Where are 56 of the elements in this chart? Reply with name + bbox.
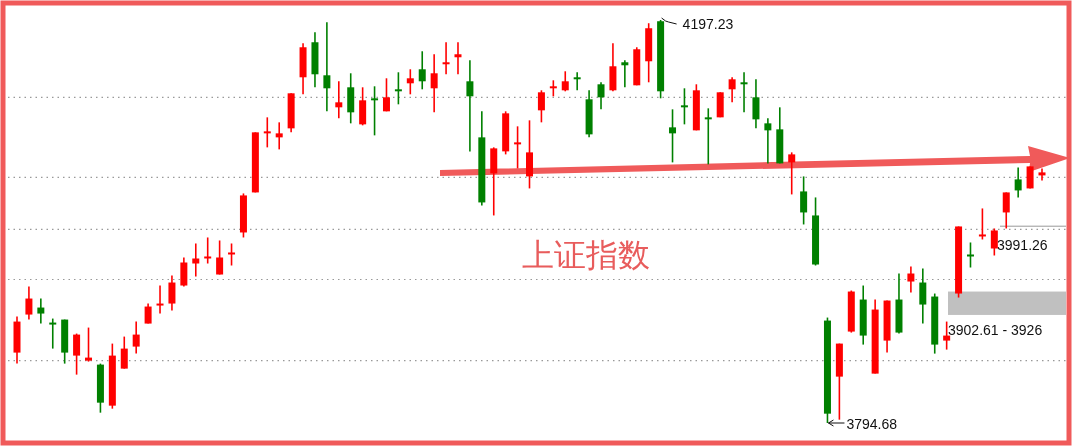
candlestick [466,59,474,153]
candlestick [263,116,271,149]
annotation: 3794.68 [846,416,898,432]
candlestick [788,151,796,196]
candlestick [204,236,212,265]
candlestick [621,59,629,89]
candlestick [144,302,152,325]
candlestick [728,76,736,104]
candlestick [406,68,414,96]
candlestick [216,239,224,276]
candlestick [85,326,93,363]
candlestick [1014,166,1022,199]
candlestick [49,317,57,350]
band-label: 3902.61 - 3926 [948,321,1043,338]
candlestick [1038,167,1046,182]
candlestick [120,335,128,370]
candlestick [704,107,712,166]
candlestick [228,242,236,267]
candlestick [990,227,998,257]
candlestick [323,21,331,113]
candlestick [430,53,438,114]
candlestick [800,175,808,226]
candlestick [371,85,379,137]
candlestick [275,121,283,151]
candlestick [669,108,677,164]
candlestick [73,332,81,376]
candlestick [907,265,915,294]
candlestick [442,41,450,76]
candlestick [180,256,188,288]
candlestick [1002,191,1010,230]
candlestick [192,242,200,278]
candlestick [514,125,522,170]
candlestick [454,41,462,76]
candlestick [978,207,986,241]
candlestick [132,320,140,355]
candlestick [764,117,772,165]
candlestick [561,70,569,93]
candlestick [752,78,760,130]
candlestick [25,285,33,321]
candlestick [394,71,402,106]
candlestick [680,87,688,126]
annotation: 上证指数 [522,237,650,273]
candlestick [156,284,164,315]
candlestick [740,71,748,114]
candlestick [382,77,390,113]
candlestick [335,80,343,120]
candlestick [597,81,605,111]
candlestick [168,274,176,312]
candlestick [966,241,974,269]
ref-line-label: 3991.26 [997,237,1048,254]
candlestick [37,297,45,325]
candlestick [573,71,581,92]
candlestick [537,89,545,124]
candlestick [919,267,927,325]
candlestick [418,50,426,91]
annotation: 4197.23 [682,16,734,32]
